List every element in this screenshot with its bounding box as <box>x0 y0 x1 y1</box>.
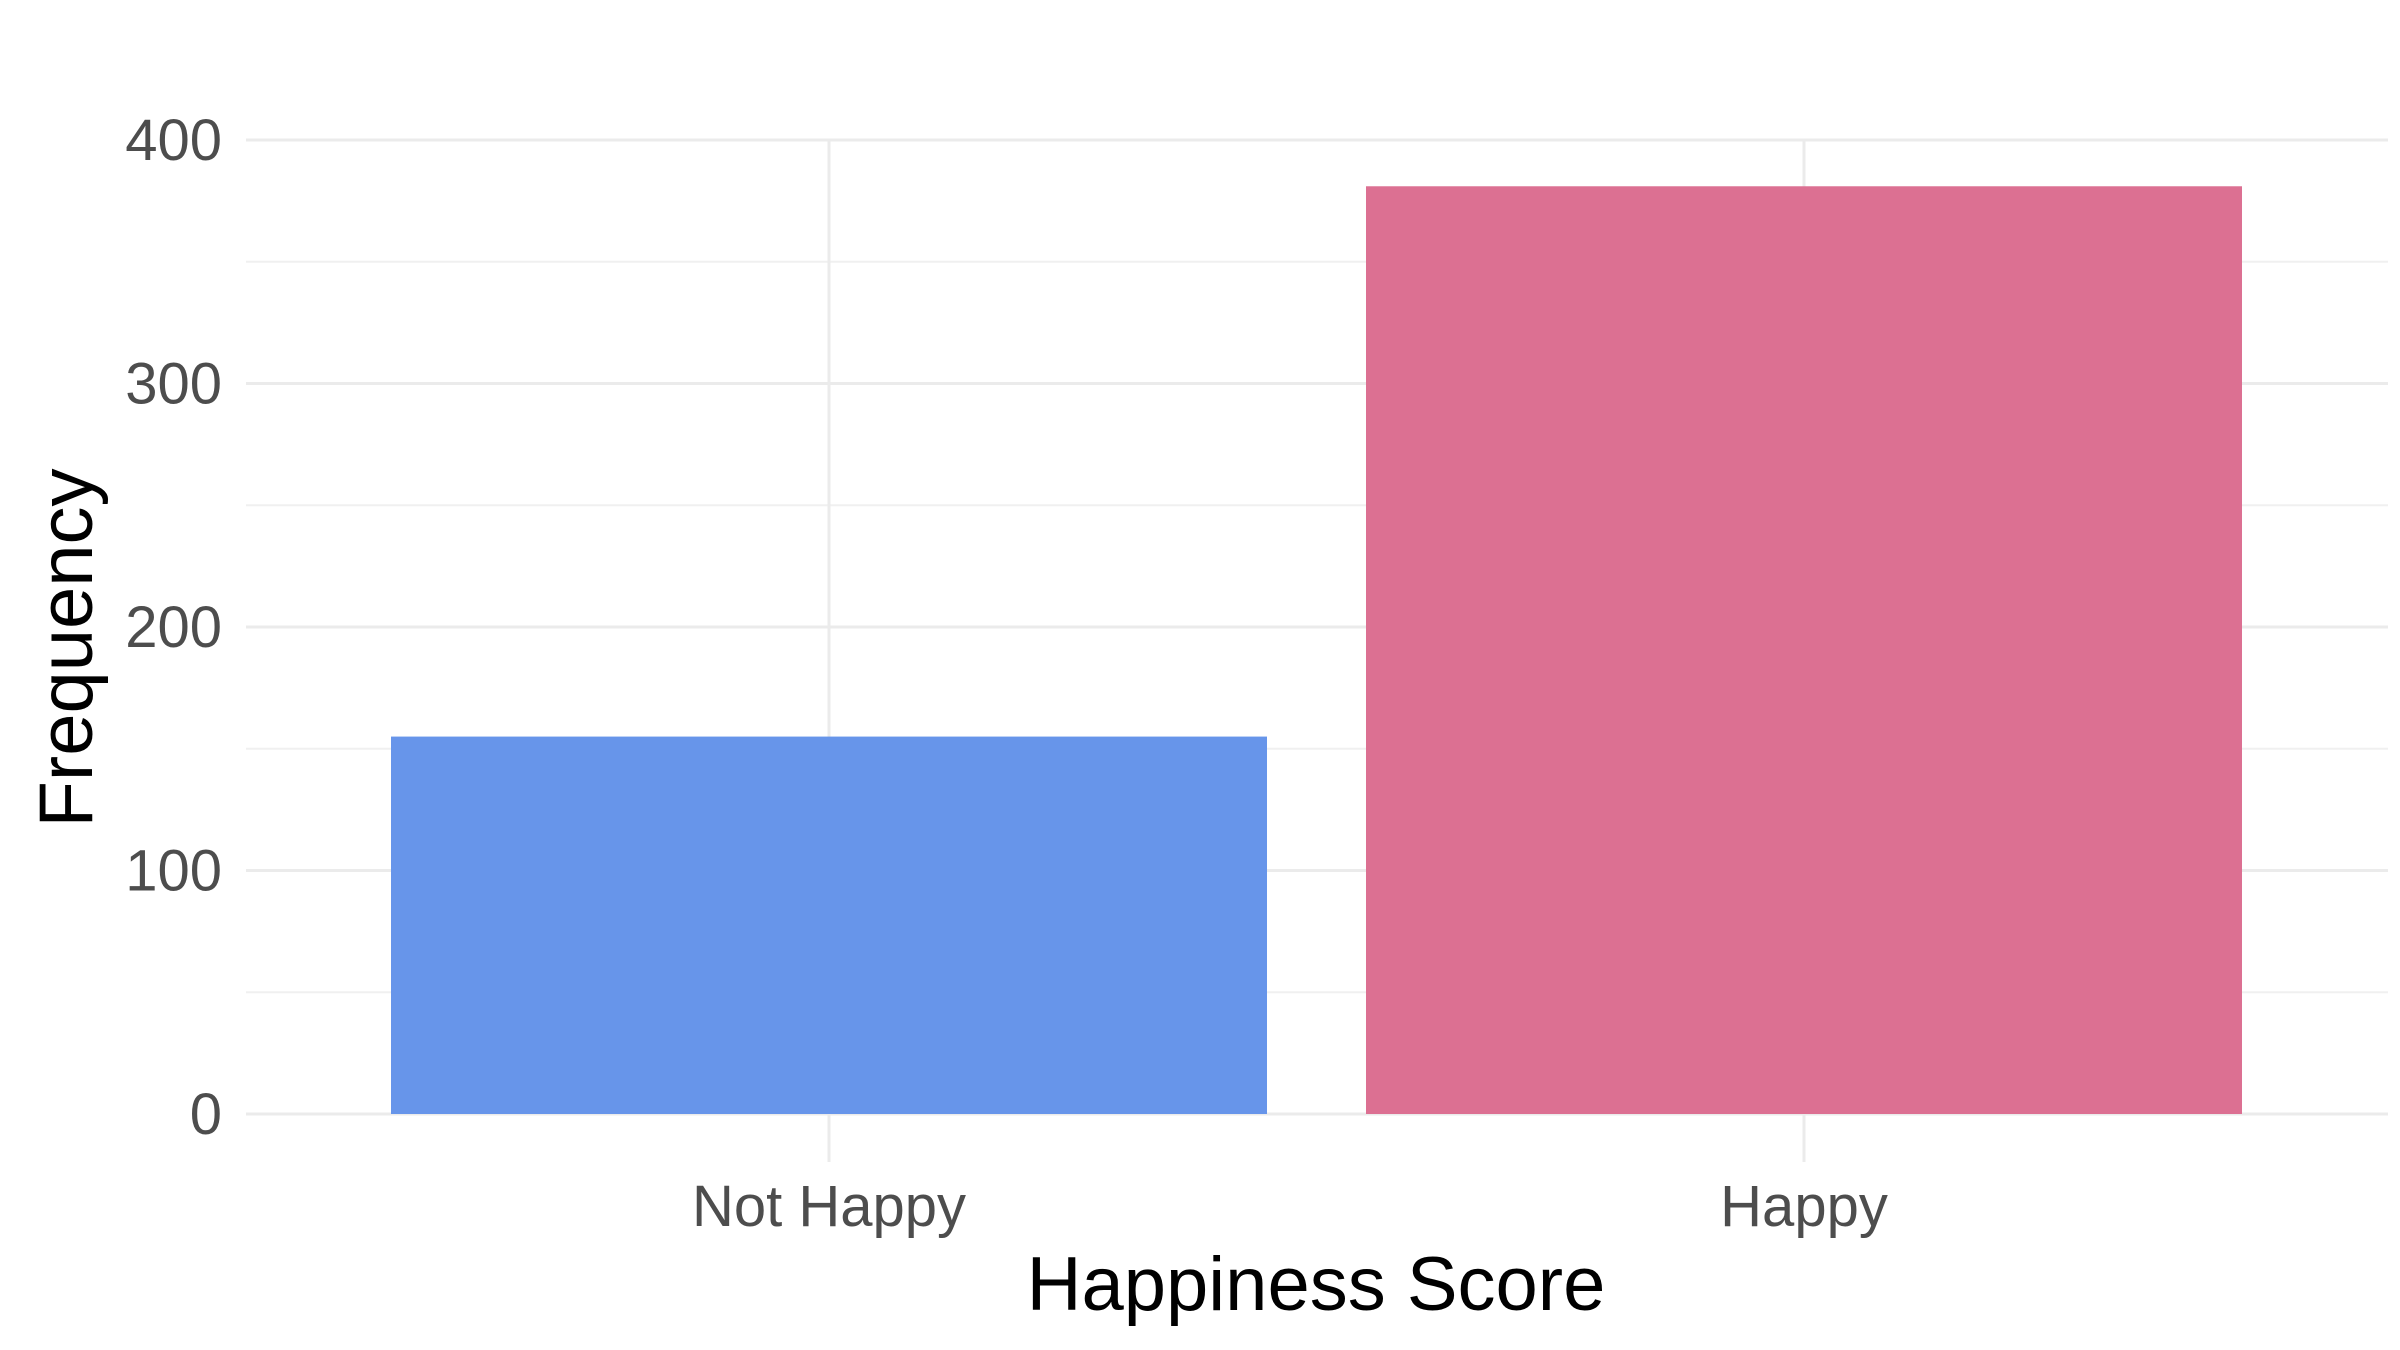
y-axis-title: Frequency <box>24 468 109 827</box>
tick-layer: 0 100 200 300 400 Not Happy Happy <box>125 108 1888 1239</box>
x-tick-label: Not Happy <box>692 1174 966 1239</box>
y-tick-label: 0 <box>190 1082 222 1147</box>
y-tick-label: 300 <box>125 352 222 417</box>
y-tick-label: 400 <box>125 108 222 173</box>
x-tick-label: Happy <box>1720 1174 1888 1239</box>
x-axis-title: Happiness Score <box>1027 1242 1606 1327</box>
y-tick-label: 200 <box>125 595 222 660</box>
bar-layer <box>391 186 2242 1114</box>
bar-happy <box>1366 186 2242 1114</box>
y-tick-label: 100 <box>125 839 222 904</box>
bar-not-happy <box>391 736 1267 1114</box>
